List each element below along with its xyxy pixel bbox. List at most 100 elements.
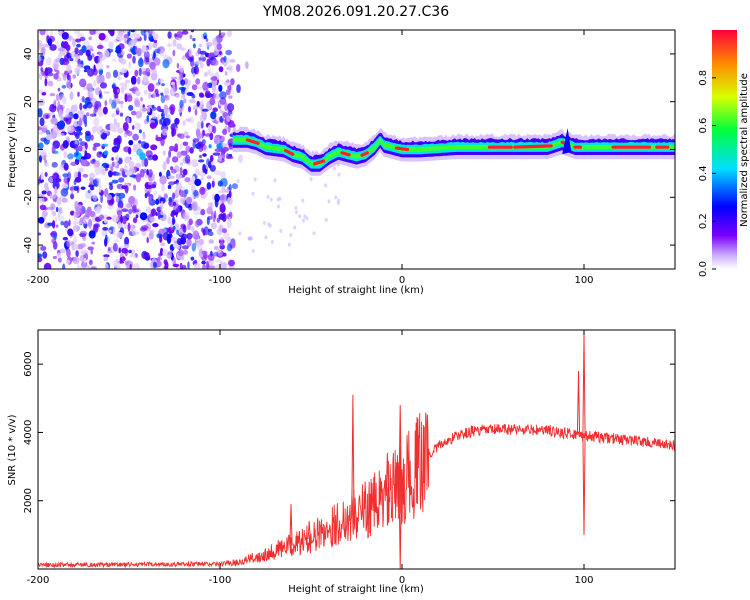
noise-speckle — [79, 266, 83, 269]
noise-speckle — [45, 30, 49, 36]
noise-speckle — [139, 212, 148, 221]
noise-speckle — [180, 150, 188, 156]
noise-speckle — [126, 53, 132, 59]
spectral-ridge-wing — [562, 128, 572, 155]
noise-speckle — [208, 239, 215, 244]
noise-speckle — [116, 135, 122, 145]
colorbar-ticks: 0.0 0.2 0.4 0.6 0.8 — [698, 70, 716, 277]
noise-speckle — [200, 54, 204, 58]
noise-speckle — [145, 150, 153, 158]
noise-speckle — [220, 194, 225, 201]
noise-speckle — [124, 156, 131, 164]
noise-speckle — [74, 132, 78, 137]
noise-speckle — [77, 91, 80, 97]
noise-speckle — [238, 231, 242, 236]
y-tick-label: 2000 — [23, 488, 34, 513]
snr-spike — [307, 521, 311, 540]
noise-speckle — [85, 130, 91, 137]
noise-speckle — [228, 95, 233, 99]
noise-speckle — [132, 32, 139, 37]
noise-speckle — [220, 202, 225, 209]
noise-speckle — [94, 160, 101, 168]
noise-speckle — [55, 178, 62, 183]
noise-speckle — [181, 87, 186, 92]
snr-spike — [385, 452, 389, 496]
noise-speckle — [38, 150, 47, 156]
noise-speckle — [269, 197, 273, 202]
noise-speckle — [139, 152, 146, 161]
noise-speckle — [153, 33, 159, 41]
noise-speckle — [127, 222, 131, 232]
noise-speckle — [75, 250, 79, 258]
noise-speckle — [93, 56, 99, 63]
y-tick-label: 4000 — [23, 420, 34, 445]
noise-speckle — [148, 34, 153, 41]
noise-speckle — [185, 135, 190, 139]
noise-speckle — [67, 228, 74, 237]
noise-speckle — [39, 196, 42, 203]
noise-speckle — [216, 228, 223, 236]
noise-speckle — [119, 112, 124, 117]
noise-speckle — [172, 192, 176, 200]
noise-speckle — [162, 161, 167, 171]
noise-speckle — [205, 42, 213, 47]
noise-speckle — [192, 43, 196, 49]
noise-speckle — [155, 93, 160, 97]
noise-speckle — [206, 175, 212, 180]
noise-speckle — [89, 48, 94, 52]
noise-speckle — [302, 218, 305, 223]
noise-speckle — [228, 143, 232, 147]
noise-speckle — [134, 122, 141, 130]
noise-speckle — [73, 186, 79, 191]
noise-speckle — [157, 257, 161, 263]
noise-speckle — [45, 134, 53, 141]
noise-speckle — [206, 58, 211, 67]
noise-speckle — [211, 161, 215, 166]
noise-speckle — [75, 205, 81, 214]
noise-speckle — [146, 115, 150, 123]
noise-speckle — [41, 92, 47, 96]
noise-speckle — [201, 139, 206, 145]
noise-speckle — [179, 73, 184, 81]
noise-speckle — [38, 256, 43, 263]
noise-speckle — [225, 155, 234, 160]
snr-spike — [582, 333, 586, 436]
noise-speckle — [200, 177, 204, 181]
noise-speckle — [90, 134, 94, 141]
noise-speckle — [47, 222, 54, 227]
noise-speckle — [152, 223, 159, 228]
noise-speckle — [219, 236, 224, 241]
noise-speckle — [68, 35, 73, 41]
noise-speckle — [80, 186, 86, 190]
x-tick-label: 0 — [399, 275, 405, 286]
noise-speckle — [72, 74, 77, 79]
noise-speckle — [209, 97, 216, 106]
noise-speckle — [98, 183, 102, 193]
noise-speckle — [121, 37, 128, 42]
noise-speckle — [43, 262, 52, 269]
noise-speckle — [190, 66, 197, 75]
noise-speckle — [192, 138, 200, 143]
noise-speckle — [78, 117, 82, 127]
noise-speckle — [40, 137, 47, 142]
noise-speckle — [194, 60, 201, 65]
noise-speckle — [79, 78, 87, 88]
noise-speckle — [52, 255, 58, 260]
noise-speckle — [148, 195, 152, 205]
noise-speckle — [40, 172, 44, 181]
noise-speckle — [253, 177, 257, 182]
colorbar-tick-label: 0.2 — [698, 213, 709, 229]
noise-speckle — [201, 250, 208, 255]
noise-speckle — [123, 30, 130, 33]
noise-speckle — [201, 112, 207, 118]
noise-speckle — [83, 65, 91, 70]
noise-speckle — [64, 114, 71, 119]
noise-speckle — [168, 181, 175, 186]
noise-speckle — [220, 32, 226, 36]
noise-speckle — [79, 102, 83, 111]
noise-speckle — [198, 43, 203, 48]
spectrogram-marks — [38, 30, 675, 269]
noise-speckle — [133, 184, 137, 191]
noise-speckle — [205, 38, 209, 42]
noise-speckle — [111, 179, 119, 184]
